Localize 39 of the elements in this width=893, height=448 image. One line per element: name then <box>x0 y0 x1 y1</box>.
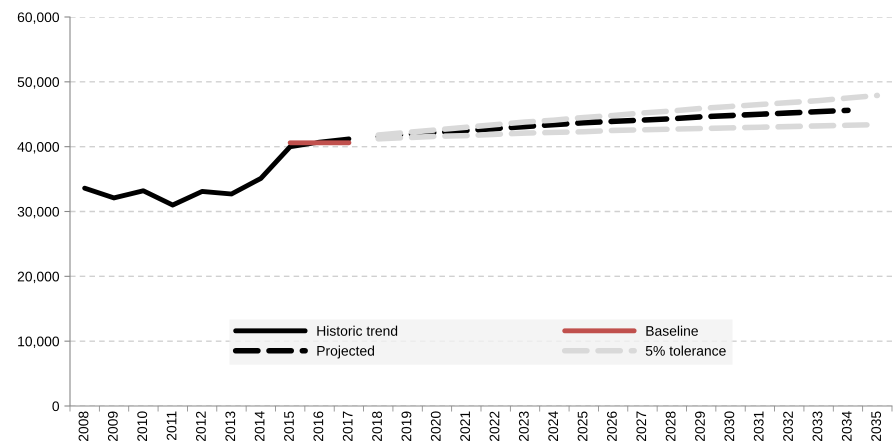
x-tick-label: 2027 <box>636 412 646 442</box>
x-tick-label: 2035 <box>871 411 882 442</box>
y-tick-label: 20,000 <box>18 272 60 284</box>
x-tick-label: 2014 <box>254 411 265 442</box>
x-tick-label: 2013 <box>225 411 236 442</box>
x-tick-label: 2011 <box>166 412 176 440</box>
x-tick-label: 2034 <box>842 411 852 442</box>
legend-label: Projected <box>317 346 374 358</box>
legend-label: 5% tolerance <box>646 346 726 356</box>
x-tick-label: 2017 <box>342 412 353 442</box>
x-tick-label: 2031 <box>754 412 764 442</box>
x-tick-label: 2026 <box>607 411 617 442</box>
x-tick-label: 2020 <box>430 411 441 442</box>
legend-label: Baseline <box>646 326 698 336</box>
x-tick-label: 2029 <box>695 412 705 442</box>
x-tick-label: 2015 <box>284 411 294 442</box>
y-tick-label: 0 <box>52 401 60 412</box>
x-tick-label: 2028 <box>666 411 676 442</box>
x-tick-label: 2030 <box>724 411 734 442</box>
x-tick-label: 2008 <box>78 411 88 442</box>
x-tick-label: 2032 <box>783 412 793 442</box>
x-tick-label: 2016 <box>313 411 324 442</box>
y-tick-label: 50,000 <box>18 77 60 89</box>
x-tick-label: 2023 <box>518 411 529 442</box>
x-tick-label: 2024 <box>548 411 558 442</box>
x-tick-label: 2012 <box>196 412 206 442</box>
x-tick-label: 2018 <box>372 411 382 442</box>
y-tick-label: 40,000 <box>17 142 60 154</box>
legend-label: Historic trend <box>317 326 398 336</box>
x-tick-label: 2019 <box>402 412 412 442</box>
y-tick-label: 60,000 <box>18 12 60 24</box>
x-tick-label: 2009 <box>108 412 118 442</box>
x-tick-label: 2010 <box>137 411 148 442</box>
x-tick-label: 2033 <box>812 411 822 442</box>
x-tick-label: 2021 <box>460 412 470 442</box>
y-tick-label: 10,000 <box>18 336 60 348</box>
x-tick-label: 2022 <box>490 412 500 442</box>
y-tick-label: 30,000 <box>18 206 60 218</box>
x-tick-label: 2025 <box>578 411 588 442</box>
